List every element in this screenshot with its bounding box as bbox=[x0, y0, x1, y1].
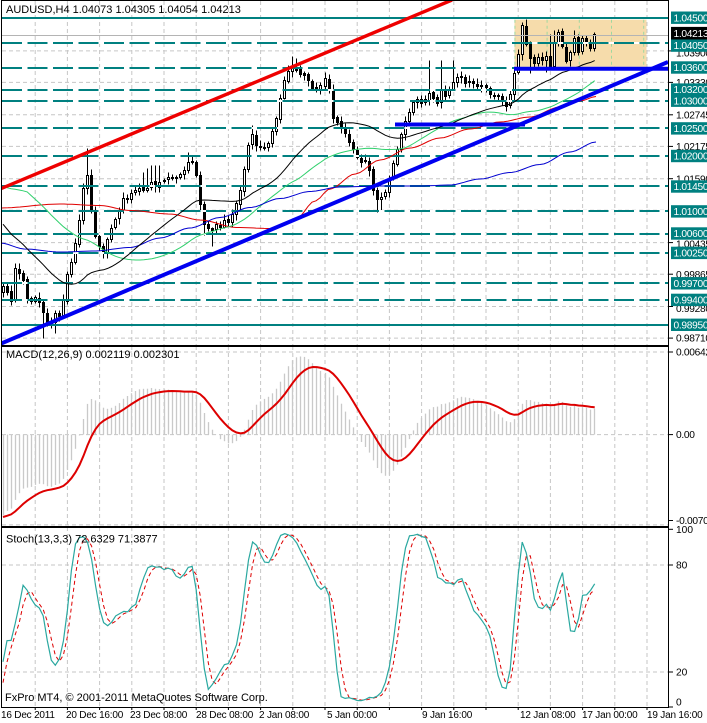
svg-text:FxPro MT4, © 2001-2011 MetaQuo: FxPro MT4, © 2001-2011 MetaQuotes Softwa… bbox=[5, 692, 268, 704]
svg-text:-0.00702: -0.00702 bbox=[676, 516, 707, 527]
svg-text:0.99400: 0.99400 bbox=[674, 296, 707, 307]
svg-text:17 Jan 00:00: 17 Jan 00:00 bbox=[582, 710, 638, 721]
svg-text:0.98710: 0.98710 bbox=[676, 334, 707, 345]
svg-text:Stoch(13,3,3) 72.6329 71.3877: Stoch(13,3,3) 72.6329 71.3877 bbox=[6, 534, 158, 546]
svg-text:1.00435: 1.00435 bbox=[676, 240, 707, 251]
svg-text:1.03200: 1.03200 bbox=[674, 85, 707, 96]
svg-text:0: 0 bbox=[676, 698, 682, 709]
svg-text:9 Jan 16:00: 9 Jan 16:00 bbox=[422, 710, 473, 721]
svg-text:80: 80 bbox=[676, 561, 688, 572]
svg-text:20: 20 bbox=[676, 668, 688, 679]
svg-text:100: 100 bbox=[676, 525, 693, 536]
svg-text:1.00250: 1.00250 bbox=[674, 249, 707, 260]
svg-text:20 Dec 16:00: 20 Dec 16:00 bbox=[66, 710, 124, 721]
svg-text:2 Jan 08:00: 2 Jan 08:00 bbox=[259, 710, 310, 721]
svg-text:1.01450: 1.01450 bbox=[674, 182, 707, 193]
svg-text:1.04050: 1.04050 bbox=[674, 41, 707, 52]
svg-text:16 Dec 2011: 16 Dec 2011 bbox=[1, 710, 55, 721]
svg-text:1.04213: 1.04213 bbox=[674, 29, 707, 40]
svg-text:1.02500: 1.02500 bbox=[674, 124, 707, 135]
svg-text:MACD(12,26,9) 0.002119 0.00230: MACD(12,26,9) 0.002119 0.002301 bbox=[6, 349, 179, 361]
svg-text:1.01000: 1.01000 bbox=[674, 207, 707, 218]
svg-text:1.01590: 1.01590 bbox=[676, 174, 707, 185]
svg-text:0.00: 0.00 bbox=[676, 430, 695, 441]
svg-text:1.03600: 1.03600 bbox=[674, 63, 707, 74]
svg-text:1.04500: 1.04500 bbox=[674, 13, 707, 24]
svg-text:12 Jan 08:00: 12 Jan 08:00 bbox=[520, 710, 576, 721]
svg-text:5 Jan 00:00: 5 Jan 00:00 bbox=[327, 710, 378, 721]
svg-text:0.00642: 0.00642 bbox=[676, 348, 707, 359]
svg-text:0.98950: 0.98950 bbox=[674, 320, 707, 331]
svg-text:28 Dec 08:00: 28 Dec 08:00 bbox=[196, 710, 254, 721]
svg-text:AUDUSD,H4 1.04073 1.04305 1.0: AUDUSD,H4 1.04073 1.04305 1.04054 1.0421… bbox=[6, 4, 241, 16]
svg-text:0.99865: 0.99865 bbox=[676, 270, 707, 281]
svg-text:1.00600: 1.00600 bbox=[674, 229, 707, 240]
svg-text:19 Jan 16:00: 19 Jan 16:00 bbox=[647, 710, 703, 721]
svg-text:0.99700: 0.99700 bbox=[674, 279, 707, 290]
svg-text:1.02000: 1.02000 bbox=[674, 152, 707, 163]
svg-text:23 Dec 08:00: 23 Dec 08:00 bbox=[130, 710, 188, 721]
svg-text:1.03900: 1.03900 bbox=[676, 49, 707, 60]
svg-text:1.02175: 1.02175 bbox=[676, 142, 707, 153]
svg-text:1.03000: 1.03000 bbox=[674, 96, 707, 107]
svg-text:1.02745: 1.02745 bbox=[676, 110, 707, 121]
